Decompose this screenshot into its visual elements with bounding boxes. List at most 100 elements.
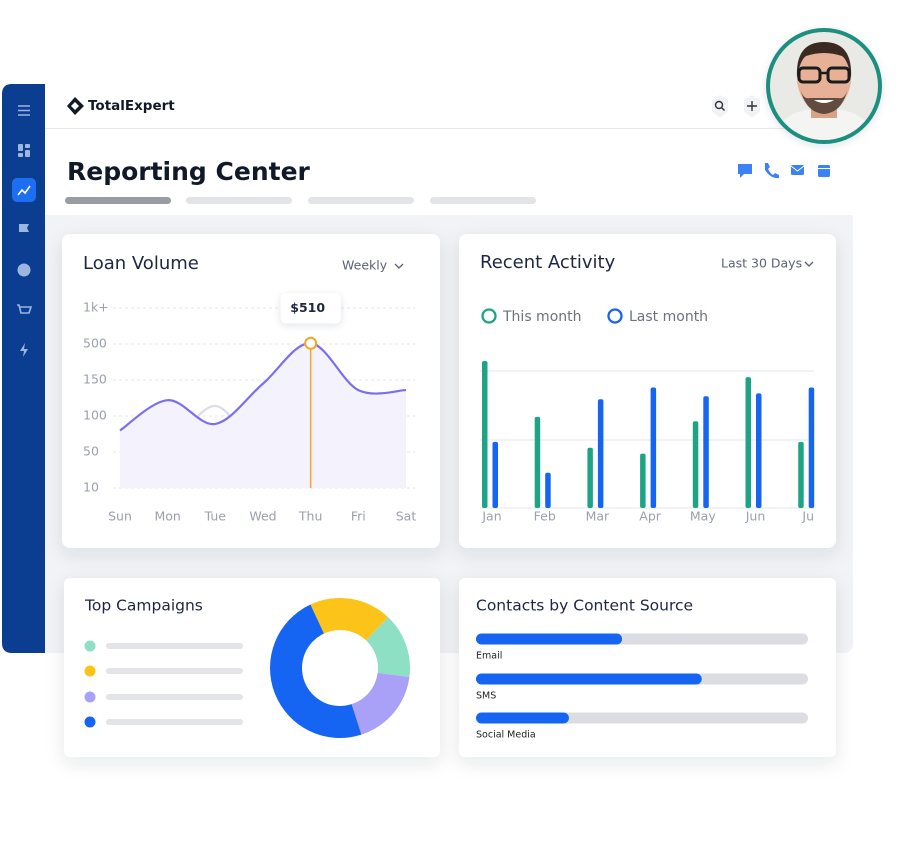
- bar: [692, 421, 699, 508]
- y-tick-label: 150: [83, 372, 107, 387]
- loan-volume-card: [62, 234, 440, 548]
- x-tick-label: Apr: [639, 509, 661, 524]
- logo-mark[interactable]: [67, 97, 84, 115]
- menu-icon[interactable]: [18, 105, 30, 116]
- x-tick-label: Fri: [351, 509, 366, 524]
- add-icon: [747, 101, 757, 111]
- donut-segment: [366, 617, 411, 678]
- contacts-card: [459, 578, 836, 757]
- donut-segment: [351, 672, 410, 735]
- x-tick-label: Thu: [298, 509, 322, 524]
- bar: [640, 453, 646, 508]
- filter-dropdown[interactable]: Last 30 Days: [721, 256, 802, 271]
- x-tick-label: Mon: [154, 509, 180, 524]
- activity-chart: This month Last month Jan Feb Mar Apr May Jun Ju: [481, 308, 815, 524]
- dropdown-chevron[interactable]: [804, 261, 814, 267]
- chat-icon[interactable]: [738, 164, 752, 178]
- tab[interactable]: [186, 197, 292, 204]
- search-icon-handle: [721, 107, 725, 111]
- search-icon: [714, 100, 724, 110]
- bar: [756, 393, 762, 508]
- tab[interactable]: [430, 197, 536, 204]
- card-title: Loan Volume: [83, 253, 199, 274]
- phone-icon[interactable]: [765, 163, 779, 179]
- x-tick-label: Jun: [745, 509, 766, 524]
- bar: [476, 712, 569, 724]
- sidebar: [2, 84, 45, 653]
- y-tick-label: 100: [83, 408, 107, 423]
- search-button[interactable]: [712, 95, 728, 117]
- bar: [808, 387, 815, 508]
- logo-text[interactable]: TotalExpert: [88, 98, 175, 114]
- x-tick-label: Feb: [534, 509, 556, 524]
- dashboard-icon[interactable]: [18, 144, 30, 157]
- bar: [476, 673, 702, 685]
- avatar-glasses: [826, 66, 851, 84]
- bar: [482, 361, 488, 508]
- mail-icon[interactable]: [791, 165, 804, 175]
- card-title: Contacts by Content Source: [476, 597, 693, 615]
- sidebar-icons[interactable]: [12, 105, 36, 357]
- bar-label: Email: [476, 651, 502, 662]
- y-tick-label: 50: [83, 444, 99, 459]
- legend-placeholder: [106, 719, 243, 725]
- legend-dot: [84, 665, 96, 677]
- y-tick-label: 500: [83, 336, 107, 351]
- area: [120, 343, 406, 488]
- dollar-icon[interactable]: [17, 263, 31, 277]
- x-tick-label: Jan: [481, 509, 501, 524]
- legend-label: This month: [502, 309, 582, 325]
- avatar-face: [797, 45, 851, 111]
- y-tick-label: 1k+: [83, 300, 109, 315]
- bar: [745, 377, 751, 508]
- flag-icon[interactable]: [19, 224, 29, 237]
- legend-marker: [607, 308, 623, 324]
- bar: [798, 441, 804, 508]
- x-tick-label: Sat: [396, 509, 417, 524]
- dropdown-chevron[interactable]: [394, 263, 404, 269]
- bar-label: Social Media: [476, 730, 536, 741]
- filter-dropdown[interactable]: Weekly: [342, 258, 388, 273]
- y-tick-label: 10: [83, 480, 99, 495]
- avatar[interactable]: [766, 28, 882, 150]
- legend-dot: [84, 691, 96, 703]
- avatar-smile: [814, 100, 834, 103]
- bar: [476, 633, 623, 645]
- legend-placeholder: [106, 643, 243, 649]
- reports-icon[interactable]: [17, 185, 31, 196]
- x-tick-label: Ju: [801, 509, 814, 524]
- avatar-shirt: [770, 110, 878, 140]
- donut-segment: [270, 604, 362, 738]
- x-tick-label: May: [690, 509, 716, 524]
- bolt-icon[interactable]: [20, 343, 28, 357]
- tab[interactable]: [308, 197, 414, 204]
- calendar-icon[interactable]: [818, 165, 830, 177]
- campaign-legend: [84, 640, 243, 728]
- bar: [492, 441, 498, 508]
- legend-marker: [481, 308, 497, 324]
- bar: [534, 416, 541, 508]
- x-tick-label: Mar: [586, 509, 610, 524]
- tooltip-label: $510: [290, 300, 325, 315]
- mail-flap: [790, 165, 805, 172]
- card-title: Top Campaigns: [84, 597, 203, 615]
- x-tick-label: Sun: [108, 509, 132, 524]
- bar: [597, 399, 604, 508]
- recent-activity-card: [459, 234, 836, 548]
- cart-icon[interactable]: [17, 304, 33, 314]
- page-title: Reporting Center: [67, 157, 311, 186]
- legend-dot: [84, 716, 96, 728]
- bar: [545, 472, 551, 508]
- bar: [587, 447, 593, 508]
- highlight-point: [304, 336, 318, 350]
- legend-placeholder: [106, 694, 243, 700]
- bar-label: SMS: [476, 691, 496, 702]
- x-tick-label: Tue: [204, 509, 227, 524]
- avatar-glasses: [797, 66, 822, 84]
- legend-label: Last month: [629, 309, 708, 325]
- tooltip: [280, 293, 341, 324]
- tab-active[interactable]: [65, 197, 171, 204]
- reports-icon-active[interactable]: [12, 178, 36, 202]
